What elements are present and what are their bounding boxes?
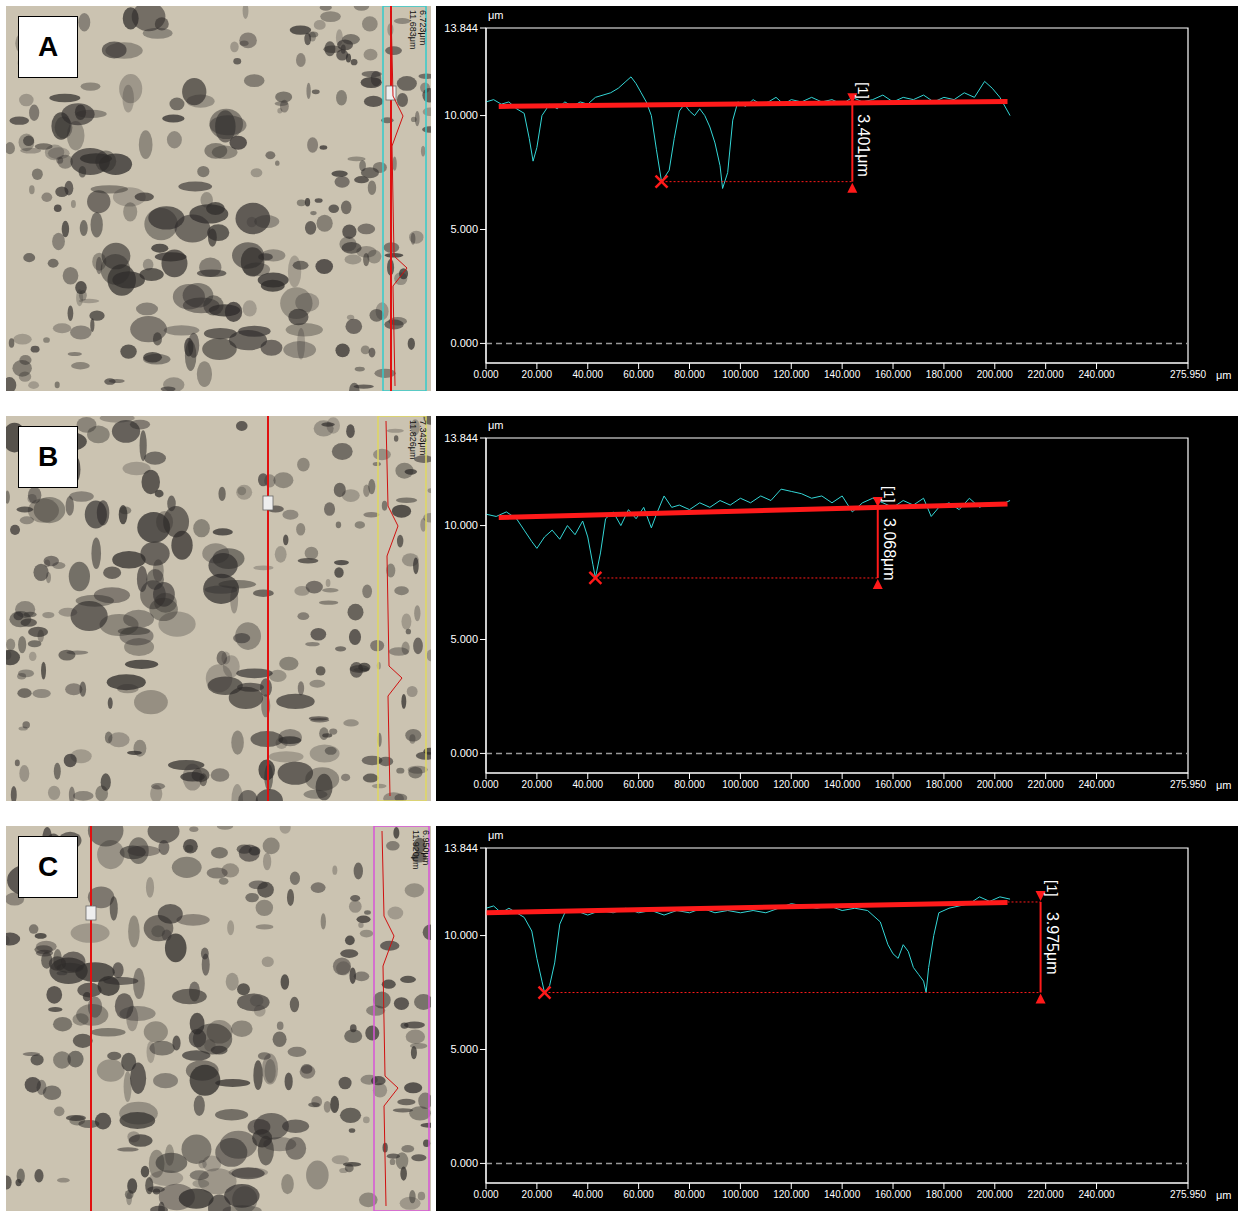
svg-text:11.920μm: 11.920μm — [411, 830, 421, 870]
svg-text:240.000: 240.000 — [1078, 779, 1115, 790]
svg-text:0.000: 0.000 — [450, 747, 478, 759]
svg-text:μm: μm — [1216, 369, 1232, 381]
svg-text:275.950: 275.950 — [1170, 369, 1207, 380]
svg-text:240.000: 240.000 — [1078, 369, 1115, 380]
svg-text:5.000: 5.000 — [450, 1043, 478, 1055]
html-text:C: C — [37, 851, 59, 882]
svg-text:160.000: 160.000 — [875, 779, 912, 790]
svg-text:20.000: 20.000 — [522, 779, 553, 790]
svg-text:13.844: 13.844 — [444, 432, 478, 444]
svg-text:[1]: [1] — [881, 486, 898, 503]
svg-text:20.000: 20.000 — [522, 1189, 553, 1200]
svg-text:40.000: 40.000 — [572, 1189, 603, 1200]
html-text:μm: μm — [488, 829, 504, 841]
svg-text:13.844: 13.844 — [444, 842, 478, 854]
svg-text:0.000: 0.000 — [473, 779, 498, 790]
svg-text:160.000: 160.000 — [875, 369, 912, 380]
svg-text:200.000: 200.000 — [977, 779, 1014, 790]
svg-text:μm: μm — [1216, 1189, 1232, 1201]
svg-text:20.000: 20.000 — [522, 369, 553, 380]
html-text:B: B — [37, 441, 59, 472]
svg-text:180.000: 180.000 — [926, 779, 963, 790]
svg-text:100.000: 100.000 — [722, 779, 759, 790]
svg-text:220.000: 220.000 — [1028, 1189, 1065, 1200]
svg-text:120.000: 120.000 — [773, 369, 810, 380]
svg-text:180.000: 180.000 — [926, 369, 963, 380]
svg-text:[1]: [1] — [855, 82, 872, 99]
svg-text:0.000: 0.000 — [473, 369, 498, 380]
svg-text:10.000: 10.000 — [444, 929, 478, 941]
svg-text:0.000: 0.000 — [473, 1189, 498, 1200]
svg-text:11.826μm: 11.826μm — [408, 420, 418, 460]
svg-text:120.000: 120.000 — [773, 1189, 810, 1200]
html-text:μm: μm — [488, 419, 504, 431]
svg-text:220.000: 220.000 — [1028, 779, 1065, 790]
svg-text:60.000: 60.000 — [623, 1189, 654, 1200]
svg-text:200.000: 200.000 — [977, 1189, 1014, 1200]
svg-text:100.000: 100.000 — [722, 369, 759, 380]
svg-text:10.000: 10.000 — [444, 109, 478, 121]
svg-text:3.975μm: 3.975μm — [1044, 912, 1061, 975]
svg-text:6.950μm: 6.950μm — [421, 830, 431, 865]
svg-text:40.000: 40.000 — [572, 369, 603, 380]
svg-text:80.000: 80.000 — [674, 779, 705, 790]
svg-text:100.000: 100.000 — [722, 1189, 759, 1200]
svg-text:11.683μm: 11.683μm — [408, 10, 418, 50]
svg-text:6.723μm: 6.723μm — [418, 10, 428, 45]
svg-text:80.000: 80.000 — [674, 369, 705, 380]
svg-text:200.000: 200.000 — [977, 369, 1014, 380]
svg-text:13.844: 13.844 — [444, 22, 478, 34]
svg-text:220.000: 220.000 — [1028, 369, 1065, 380]
html-text:μm: μm — [488, 9, 504, 21]
svg-text:0.000: 0.000 — [450, 1157, 478, 1169]
svg-text:5.000: 5.000 — [450, 223, 478, 235]
svg-text:10.000: 10.000 — [444, 519, 478, 531]
svg-text:140.000: 140.000 — [824, 1189, 861, 1200]
svg-text:180.000: 180.000 — [926, 1189, 963, 1200]
svg-text:5.000: 5.000 — [450, 633, 478, 645]
svg-text:3.068μm: 3.068μm — [881, 518, 898, 581]
svg-text:275.950: 275.950 — [1170, 779, 1207, 790]
svg-text:60.000: 60.000 — [623, 369, 654, 380]
svg-text:60.000: 60.000 — [623, 779, 654, 790]
svg-text:275.950: 275.950 — [1170, 1189, 1207, 1200]
svg-text:160.000: 160.000 — [875, 1189, 912, 1200]
svg-text:120.000: 120.000 — [773, 779, 810, 790]
svg-text:140.000: 140.000 — [824, 369, 861, 380]
svg-text:240.000: 240.000 — [1078, 1189, 1115, 1200]
html-text:A: A — [37, 31, 59, 62]
svg-text:μm: μm — [1216, 779, 1232, 791]
svg-text:7.343μm: 7.343μm — [418, 420, 428, 455]
svg-text:3.401μm: 3.401μm — [855, 114, 872, 177]
svg-text:0.000: 0.000 — [450, 337, 478, 349]
svg-text:80.000: 80.000 — [674, 1189, 705, 1200]
svg-text:140.000: 140.000 — [824, 779, 861, 790]
svg-text:[1]: [1] — [1044, 880, 1061, 897]
svg-text:40.000: 40.000 — [572, 779, 603, 790]
